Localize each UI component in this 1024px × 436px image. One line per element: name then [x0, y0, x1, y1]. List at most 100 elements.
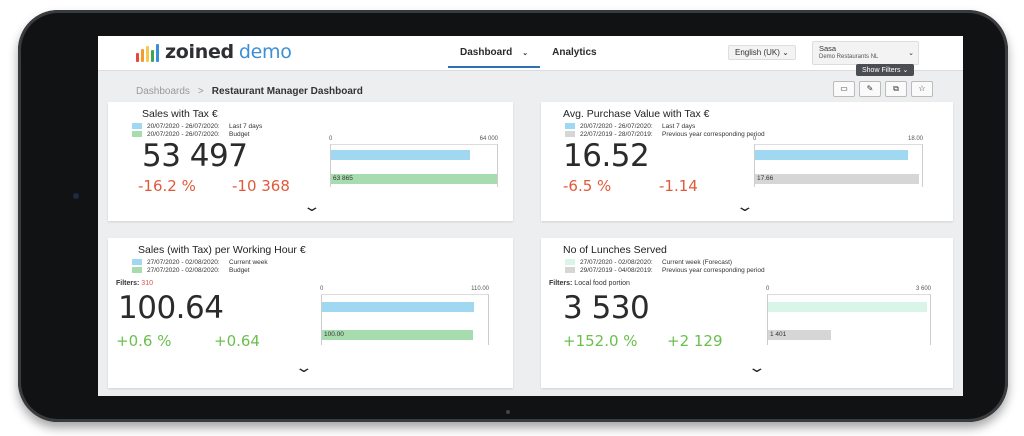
- logo-bar-5: [156, 44, 159, 62]
- axis-max-label: 3 600: [915, 286, 931, 292]
- app-logo[interactable]: zoined demo: [136, 42, 292, 62]
- bar-comparison: [331, 174, 497, 184]
- language-select[interactable]: English (UK) ⌄: [728, 45, 796, 60]
- kpi-delta-absolute: +2 129: [667, 332, 723, 350]
- kpi-delta-percent: +0.6 %: [116, 332, 172, 350]
- logo-bar-1: [136, 53, 139, 62]
- chevron-down-icon: ⌄: [782, 48, 789, 57]
- card-title: No of Lunches Served: [563, 244, 667, 256]
- kpi-delta-absolute: +0.64: [214, 332, 260, 350]
- chevron-down-icon[interactable]: ⌄: [294, 359, 314, 375]
- axis-min-label: 0: [320, 286, 324, 292]
- legend-item: 20/07/2020 - 26/07/2020: Last 7 days: [132, 123, 262, 130]
- legend-item: 20/07/2020 - 26/07/2020: Budget: [132, 131, 250, 138]
- kpi-card: Avg. Purchase Value with Tax € 20/07/2020…: [541, 102, 953, 221]
- user-name: Sasa: [819, 44, 837, 53]
- chevron-down-icon[interactable]: ⌄: [735, 198, 755, 214]
- bar-comparison-label: 100.00: [324, 331, 344, 338]
- breadcrumb-root[interactable]: Dashboards: [136, 86, 190, 97]
- legend-label: Previous year corresponding period: [662, 131, 765, 138]
- kpi-delta-percent: +152.0 %: [563, 332, 638, 350]
- kpi-delta-absolute: -10 368: [232, 177, 290, 195]
- chevron-down-icon: ⌄: [522, 50, 529, 57]
- star-icon[interactable]: ☆: [911, 81, 933, 97]
- bar-comparison: [768, 330, 831, 340]
- kpi-delta-percent: -6.5 %: [563, 177, 612, 195]
- legend-label: Last 7 days: [229, 123, 263, 130]
- nav-dashboard[interactable]: Dashboard ⌄: [448, 36, 541, 68]
- axis-max-label: 110.00: [471, 286, 489, 292]
- sensor-dot: [506, 410, 510, 414]
- card-filters: Filters: 310: [116, 280, 153, 287]
- kpi-card: Sales with Tax € 20/07/2020 - 26/07/2020:…: [108, 102, 513, 221]
- logo-brand: zoined: [165, 41, 234, 63]
- legend-swatch: [132, 267, 142, 274]
- axis-min-label: 0: [329, 136, 333, 142]
- chart-frame: [321, 294, 489, 345]
- breadcrumb: Dashboards > Restaurant Manager Dashboard: [136, 86, 363, 97]
- camera-dot: [73, 193, 79, 199]
- page-title: Restaurant Manager Dashboard: [211, 86, 363, 97]
- legend-range: 27/07/2020 - 02/08/2020:: [147, 259, 220, 266]
- app-screen: zoined demo Dashboard ⌄ Analytics English …: [98, 36, 963, 396]
- show-filters-button[interactable]: Show Filters ⌄: [856, 64, 915, 76]
- kpi-value: 16.52: [563, 138, 650, 174]
- axis-min-label: 0: [753, 136, 757, 142]
- legend-item: 29/07/2019 - 04/08/2019: Previous year co…: [565, 267, 765, 274]
- bar-comparison: [322, 330, 473, 340]
- bar-comparison-label: 17.66: [757, 175, 774, 182]
- legend-range: 20/07/2020 - 26/07/2020:: [147, 123, 220, 130]
- show-filters-label: Show Filters: [862, 67, 901, 74]
- legend-range: 20/07/2020 - 26/07/2020:: [580, 123, 653, 130]
- nav-analytics[interactable]: Analytics: [540, 36, 608, 70]
- legend-swatch: [565, 123, 575, 130]
- logo-bars-icon: [136, 44, 159, 62]
- breadcrumb-separator: >: [197, 86, 204, 97]
- kpi-value: 53 497: [142, 138, 248, 174]
- kpi-card: Sales (with Tax) per Working Hour € 27/07…: [108, 238, 513, 388]
- top-bar: zoined demo Dashboard ⌄ Analytics English …: [98, 36, 963, 71]
- legend-label: Last 7 days: [662, 123, 696, 130]
- legend-label: Budget: [229, 131, 250, 138]
- bar-current: [331, 150, 470, 160]
- legend-range: 27/07/2020 - 02/08/2020:: [147, 267, 220, 274]
- nav-analytics-label: Analytics: [552, 47, 597, 58]
- legend-item: 27/07/2020 - 02/08/2020: Budget: [132, 267, 250, 274]
- tablet-frame: zoined demo Dashboard ⌄ Analytics English …: [18, 10, 1008, 422]
- legend-label: Current week (Forecast): [662, 259, 733, 266]
- legend-item: 20/07/2020 - 26/07/2020: Last 7 days: [565, 123, 695, 130]
- legend-label: Budget: [229, 267, 250, 274]
- legend-item: 27/07/2020 - 02/08/2020: Current week (Fo…: [565, 259, 732, 266]
- card-title: Avg. Purchase Value with Tax €: [563, 108, 710, 120]
- user-org: Demo Restaurants NL: [819, 54, 879, 60]
- kpi-value: 100.64: [118, 290, 224, 326]
- chart-frame: [330, 144, 498, 187]
- logo-bar-3: [146, 46, 149, 62]
- legend-range: 22/07/2019 - 28/07/2019:: [580, 131, 653, 138]
- card-filters: Filters: Local food portion: [549, 280, 630, 287]
- legend-swatch: [132, 123, 142, 130]
- language-value: English (UK): [735, 48, 780, 57]
- bar-current: [322, 302, 474, 312]
- legend-item: 22/07/2019 - 28/07/2019: Previous year co…: [565, 131, 765, 138]
- legend-range: 27/07/2020 - 02/08/2020:: [580, 259, 653, 266]
- legend-swatch: [565, 131, 575, 138]
- card-title: Sales with Tax €: [142, 108, 218, 120]
- chevron-down-icon[interactable]: ⌄: [302, 198, 322, 214]
- kpi-card: No of Lunches Served 27/07/2020 - 02/08/2…: [541, 238, 953, 388]
- edit-icon[interactable]: ✎: [859, 81, 881, 97]
- filters-label: Filters:: [549, 280, 573, 287]
- legend-swatch: [565, 259, 575, 266]
- legend-label: Previous year corresponding period: [662, 267, 765, 274]
- kpi-delta-percent: -16.2 %: [138, 177, 196, 195]
- card-title: Sales (with Tax) per Working Hour €: [138, 244, 306, 256]
- duplicate-icon[interactable]: ⧉: [885, 81, 907, 97]
- bar-current: [755, 150, 908, 160]
- filters-value: 310: [141, 280, 153, 287]
- chevron-down-icon[interactable]: ⌄: [747, 359, 767, 375]
- logo-bar-2: [141, 49, 144, 62]
- user-menu[interactable]: Sasa Demo Restaurants NL ⌄: [812, 41, 919, 65]
- axis-max-label: 18.00: [907, 136, 923, 142]
- copy-icon[interactable]: ▭: [833, 81, 855, 97]
- chevron-down-icon: ⌄: [908, 50, 914, 57]
